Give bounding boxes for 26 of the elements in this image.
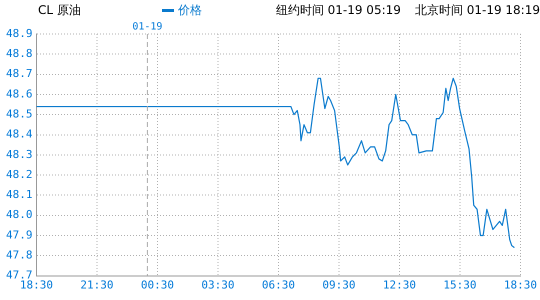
x-tick-label: 15:30 bbox=[443, 278, 477, 292]
y-tick-label: 48.7 bbox=[6, 67, 32, 80]
y-tick-label: 48.0 bbox=[6, 208, 32, 222]
y-tick-label: 48.8 bbox=[6, 47, 32, 60]
text: 纽约时间 01-19 05:19 bbox=[276, 2, 401, 18]
x-tick-label: 12:30 bbox=[382, 278, 416, 292]
y-tick-label: 48.6 bbox=[6, 87, 32, 100]
x-tick-label: 06:30 bbox=[262, 278, 296, 292]
y-tick-label: 48.5 bbox=[6, 107, 32, 120]
x-tick-label: 09:30 bbox=[322, 278, 356, 292]
x-tick-label: 21:30 bbox=[80, 278, 114, 292]
y-tick-label: 48.9 bbox=[6, 26, 32, 40]
text: 北京时间 01-19 18:19 bbox=[414, 2, 540, 18]
ref-line-label: 01-19 bbox=[132, 22, 162, 33]
y-tick-label: 48.1 bbox=[6, 188, 32, 202]
x-tick-label: 18:30 bbox=[20, 278, 54, 292]
chart-title: CL 原油 bbox=[38, 2, 82, 18]
x-tick-label: 18:30 bbox=[504, 278, 538, 292]
y-tick-label: 47.9 bbox=[6, 228, 32, 242]
y-tick-label: 48.4 bbox=[6, 128, 33, 141]
legend-label: 价格 bbox=[178, 2, 202, 18]
x-tick-label: 00:30 bbox=[140, 278, 174, 292]
y-tick-label: 48.2 bbox=[6, 168, 32, 181]
y-tick-label: 47.8 bbox=[6, 248, 32, 262]
x-tick-label: 03:30 bbox=[201, 278, 235, 292]
y-tick-label: 48.3 bbox=[6, 148, 32, 161]
